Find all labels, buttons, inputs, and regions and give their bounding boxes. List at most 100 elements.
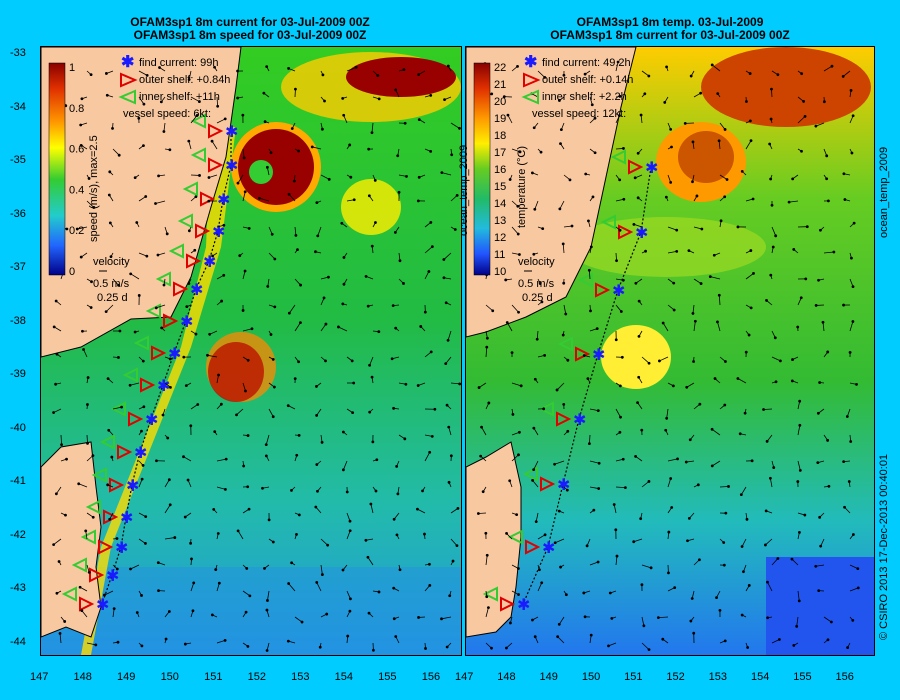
right-velocity-head	[769, 273, 773, 277]
left-velocity-vector	[294, 226, 297, 236]
left-map-panel[interactable]: ✱ ✱ ✱ ✱ ✱ ✱ ✱ ✱ ✱ ✱ ✱ ✱ ✱ ✱ ✱ ✱ 1 0.8 0.6 0.4 0.2 0 ✱ find c…	[40, 46, 462, 656]
left-velocity-head	[144, 515, 148, 519]
left-velocity-head	[128, 383, 132, 387]
left-velocity-head	[91, 515, 95, 519]
left-outer-shelf-marker	[98, 539, 114, 555]
left-velocity-head	[220, 299, 224, 303]
left-velocity-head	[444, 362, 448, 365]
left-x-tick-label: 148	[73, 671, 92, 683]
right-velocity-head	[622, 147, 625, 150]
right-velocity-head	[723, 639, 727, 643]
left-velocity-head	[169, 385, 172, 389]
right-velocity-head	[776, 557, 780, 560]
right-velocity-head	[555, 388, 559, 392]
left-colorbar-tick: 0	[69, 266, 75, 278]
right-velocity-head	[802, 100, 806, 103]
left-find-current-marker: ✱	[126, 476, 139, 495]
right-velocity-vector	[589, 561, 599, 566]
right-velocity-vector	[615, 486, 626, 489]
right-velocity-head	[647, 74, 651, 78]
left-velocity-head	[396, 154, 400, 158]
right-velocity-head	[559, 142, 562, 145]
left-map-svg: ✱✱✱✱✱✱✱✱✱✱✱✱✱✱✱✱ 10.80.60.40.20 ✱ find c…	[41, 47, 461, 655]
left-velocity-head	[107, 193, 111, 197]
left-find-current-marker: ✱	[225, 122, 238, 141]
left-legend: ✱ find current: 99h outer shelf: +0.84h …	[118, 54, 230, 120]
right-velocity-head	[770, 203, 774, 207]
right-velocity-head	[519, 384, 523, 388]
left-velocity-head	[423, 532, 426, 536]
left-velocity-head	[263, 120, 267, 124]
right-map-panel[interactable]: ✱ ✱ ✱ ✱ ✱ ✱ ✱ ✱ 22 21 20 19 18 17 16 15 14 13 12 11 10 ✱ fi…	[465, 46, 875, 656]
right-velocity-head	[819, 544, 823, 548]
right-velocity-head	[796, 325, 800, 329]
left-velocity-head	[374, 221, 377, 224]
right-velocity-vector	[769, 478, 773, 488]
right-velocity-head	[490, 646, 493, 650]
left-colorbar-label: speed (m/s), max=2.5	[88, 135, 100, 242]
left-velocity-head	[419, 325, 423, 328]
right-find-current-marker: ✱	[635, 223, 648, 242]
left-velocity-vector	[105, 304, 114, 312]
left-velocity-vector	[112, 148, 120, 156]
left-velocity-head	[198, 174, 201, 177]
right-velocity-head	[727, 485, 730, 488]
left-outer-shelf-marker	[117, 444, 133, 460]
right-velocity-head	[791, 177, 795, 181]
right-velocity-head	[743, 411, 747, 415]
left-velocity-head	[398, 259, 402, 263]
left-velocity-head	[445, 403, 449, 407]
left-velocity-head	[394, 88, 398, 92]
left-velocity-head	[429, 350, 433, 354]
left-velocity-head	[162, 283, 166, 287]
left-velocity-head	[290, 561, 294, 565]
right-velocity-head	[790, 557, 794, 561]
right-velocity-head	[590, 103, 594, 107]
left-velocity-head	[133, 176, 137, 180]
right-x-tick-label: 151	[624, 671, 643, 683]
left-velocity-head	[236, 181, 240, 185]
right-velocity-vector	[737, 378, 747, 384]
right-velocity-head	[619, 310, 623, 313]
right-colorbar-tick: 12	[494, 232, 506, 244]
left-velocity-head	[265, 649, 269, 652]
left-legend-outer-icon	[120, 72, 138, 88]
left-velocity-head	[81, 329, 84, 333]
left-inner-shelf-marker	[122, 367, 138, 383]
left-velocity-head	[440, 171, 444, 175]
left-outer-shelf-marker	[208, 157, 224, 173]
left-velocity-head	[167, 610, 171, 613]
right-inner-shelf-marker	[600, 214, 616, 230]
right-velocity-head	[691, 180, 694, 184]
left-velocity-head	[395, 533, 399, 537]
right-velocity-head	[531, 618, 534, 622]
right-velocity-vector	[823, 65, 833, 72]
right-velocity-head	[582, 354, 586, 357]
right-velocity-head	[745, 517, 749, 521]
right-find-current-marker: ✱	[573, 410, 586, 429]
left-title-line2: OFAM3sp1 8m speed for 03-Jul-2009 00Z	[133, 28, 367, 42]
left-velocity-vector	[265, 434, 270, 445]
right-velocity-head	[637, 334, 641, 338]
right-velocity-head	[851, 114, 855, 118]
left-velocity-head	[112, 607, 116, 611]
right-velocity-head	[803, 114, 807, 118]
right-velocity-head	[800, 149, 803, 153]
right-velocity-head	[639, 113, 643, 117]
left-velocity-vector	[294, 616, 303, 623]
left-velocity-vector	[288, 583, 296, 592]
left-x-tick-label: 154	[334, 671, 354, 683]
left-velocity-head	[392, 406, 396, 410]
left-velocity-head	[141, 359, 145, 363]
right-velocity-head	[774, 234, 778, 238]
right-velocity-head	[491, 309, 495, 313]
right-velocity-vector	[533, 460, 539, 470]
right-velocity-head	[481, 490, 485, 494]
right-inner-shelf-marker	[577, 272, 593, 288]
left-velocity-head	[290, 488, 293, 492]
right-velocity-head	[505, 532, 508, 535]
right-colorbar-tick: 11	[494, 249, 505, 261]
left-velocity-head	[451, 559, 455, 563]
right-velocity-head	[684, 460, 688, 464]
right-velocity-head	[616, 60, 620, 64]
